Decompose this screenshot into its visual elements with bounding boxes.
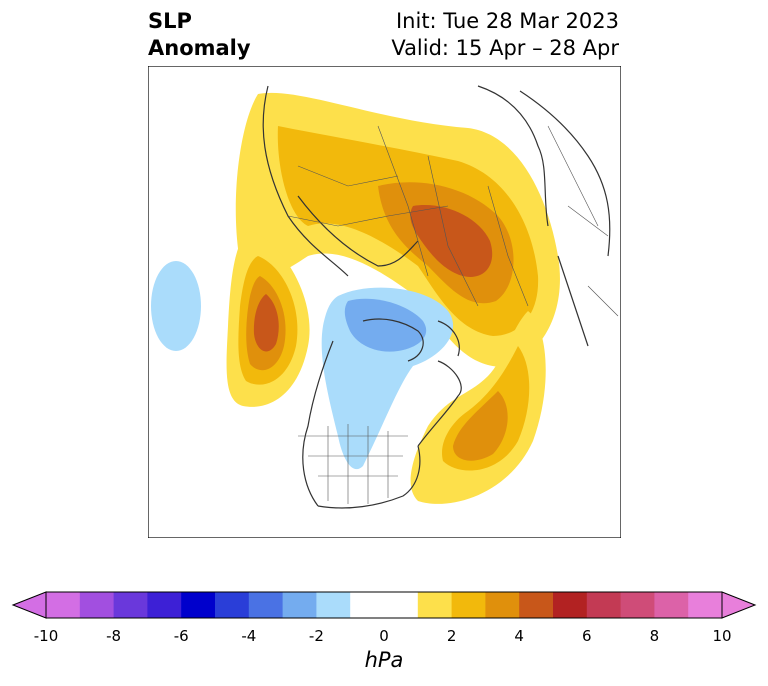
colorbar-cell (485, 592, 520, 618)
colorbar-cell (553, 592, 588, 618)
colorbar-cell (620, 592, 655, 618)
colorbar-cell (316, 592, 351, 618)
positive-anomaly-atlantic (410, 311, 546, 504)
colorbar-cell (654, 592, 689, 618)
colorbar-tick-label: 0 (379, 627, 389, 645)
colorbar-tick-label: 10 (712, 627, 732, 645)
colorbar-cells (46, 592, 723, 618)
title-line-2: Anomaly (148, 36, 251, 60)
init-date: Init: Tue 28 Mar 2023 (395, 9, 619, 33)
colorbar-cell (248, 592, 284, 618)
positive-anomaly-eurasia (235, 92, 560, 367)
colorbar-cell (451, 592, 486, 618)
colorbar-cell (113, 592, 148, 618)
colorbar-tick-label: -8 (106, 627, 122, 645)
colorbar-tick-label: -10 (33, 627, 59, 645)
colorbar-cell (586, 592, 622, 618)
colorbar-cell (46, 592, 81, 618)
colorbar-frame (45, 591, 723, 619)
colorbar-cell (79, 592, 115, 618)
negative-anomaly-pacific (151, 261, 201, 351)
political-boundaries (287, 125, 619, 504)
forecast-dates: Init: Tue 28 Mar 2023 Valid: 15 Apr – 28… (391, 8, 619, 62)
colorbar-cell (519, 592, 554, 618)
colorbar-cell (215, 592, 250, 618)
colorbar-cell (350, 592, 385, 618)
colorbar-tick-label: 4 (514, 627, 524, 645)
colorbar-tick-label: 8 (649, 627, 660, 645)
colorbar-tick-label: -6 (173, 627, 189, 645)
coastlines (262, 85, 611, 509)
colorbar-cell (282, 592, 317, 618)
colorbar-extend-low (11, 591, 47, 619)
positive-anomaly-pacific (226, 231, 310, 407)
colorbar-tick-label: -2 (308, 627, 324, 645)
colorbar-unit: hPa (364, 648, 404, 672)
colorbar-cell (147, 592, 182, 618)
title-line-1: SLP (148, 9, 192, 33)
valid-range: Valid: 15 Apr – 28 Apr (391, 36, 619, 60)
colorbar-tick-label: 6 (582, 627, 592, 645)
colorbar-cell (181, 592, 216, 618)
colorbar-cell (384, 592, 419, 618)
map-title: SLP Anomaly (148, 8, 251, 62)
colorbar (11, 591, 757, 619)
colorbar-cell (417, 592, 453, 618)
colorbar-cell (688, 592, 723, 618)
colorbar-tick-label: 2 (446, 627, 457, 645)
colorbar-extend-high (721, 591, 757, 619)
slp-anomaly-map (148, 66, 621, 538)
colorbar-tick-label: -4 (241, 627, 257, 645)
